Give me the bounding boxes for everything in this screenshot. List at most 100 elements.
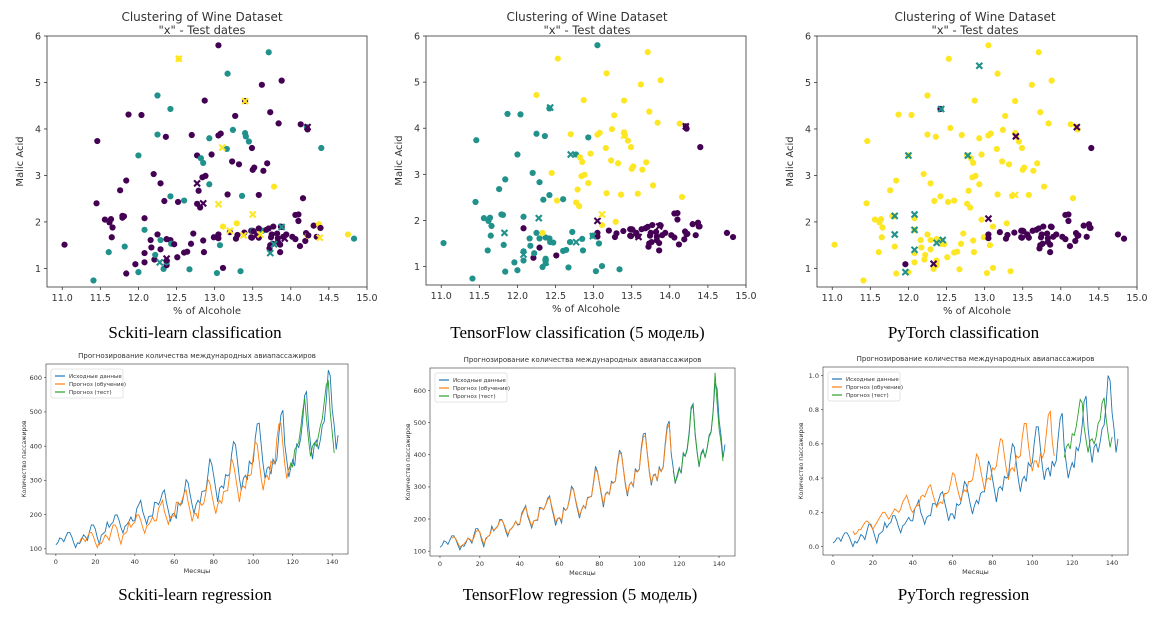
- caption-sk-regression: Sckiti-learn regression: [118, 585, 272, 604]
- data-point: [502, 268, 509, 275]
- data-point: [504, 110, 511, 118]
- data-point: [213, 269, 221, 277]
- data-point: [877, 216, 885, 223]
- data-point: [533, 91, 540, 99]
- x-tick-label: 15.0: [356, 293, 377, 304]
- data-point: [546, 191, 553, 199]
- data-point: [245, 138, 253, 145]
- chart-title: Clustering of Wine Dataset: [894, 10, 1055, 24]
- data-point: [947, 124, 954, 132]
- data-point: [1018, 234, 1026, 241]
- data-point: [238, 192, 246, 199]
- data-point: [526, 235, 533, 242]
- y-axis-label: Malic Acid: [15, 136, 26, 186]
- test-point: [890, 230, 899, 239]
- data-point: [620, 227, 627, 235]
- y-tick-label: 0.8: [809, 406, 819, 414]
- data-point: [151, 256, 158, 263]
- test-point: [546, 103, 554, 112]
- data-point: [105, 249, 112, 256]
- data-point: [297, 121, 304, 128]
- x-tick-label: 60: [170, 558, 178, 566]
- data-point: [944, 198, 952, 206]
- data-point: [273, 230, 281, 237]
- data-point: [648, 239, 655, 246]
- data-point: [1062, 236, 1069, 243]
- data-point: [157, 180, 164, 187]
- data-point: [681, 236, 688, 243]
- data-point: [878, 234, 885, 241]
- data-point: [696, 223, 703, 230]
- data-point: [976, 135, 983, 142]
- x-tick-label: 60: [555, 560, 563, 568]
- data-point: [1120, 235, 1128, 242]
- sk-regression-chart: Прогнозирование количества международных…: [21, 352, 349, 575]
- data-point: [302, 237, 309, 245]
- x-tick-label: 13.5: [621, 291, 642, 302]
- data-point: [994, 70, 1001, 77]
- y-tick-label: 5: [35, 78, 41, 89]
- data-point: [473, 137, 480, 144]
- data-point: [891, 243, 898, 250]
- data-point: [502, 176, 509, 183]
- y-tick-label: 6: [805, 32, 811, 43]
- data-point: [1045, 120, 1052, 127]
- test-point: [218, 143, 226, 152]
- y-tick-label: 400: [414, 451, 426, 459]
- data-point: [978, 216, 985, 223]
- tf-regression-panel: Прогнозирование количества международных…: [400, 355, 745, 577]
- sk-classification-panel: Clustering of Wine Dataset "x" - Test dat…: [0, 0, 385, 317]
- test-point: [316, 233, 324, 242]
- data-point: [921, 256, 928, 263]
- data-point: [135, 269, 142, 276]
- test-point: [910, 246, 919, 254]
- y-tick-label: 0.0: [809, 543, 819, 551]
- data-point: [895, 111, 902, 118]
- data-point: [567, 131, 574, 138]
- x-tick-label: 0: [54, 558, 58, 566]
- test-point: [541, 258, 550, 267]
- test-point: [682, 122, 690, 131]
- data-point: [536, 179, 543, 186]
- data-point: [1030, 167, 1037, 174]
- chart-title: Clustering of Wine Dataset: [506, 10, 667, 24]
- data-point: [200, 249, 208, 256]
- data-point: [162, 133, 169, 140]
- data-point: [678, 193, 686, 201]
- test-point: [256, 230, 265, 239]
- test-point: [938, 236, 947, 244]
- data-point: [195, 187, 202, 194]
- x-tick-label: 12.5: [166, 293, 187, 304]
- data-point: [592, 268, 600, 275]
- test-point: [1073, 123, 1081, 131]
- data-point: [154, 231, 161, 238]
- data-point: [1047, 241, 1054, 248]
- x-tick-label: 13.5: [242, 293, 263, 304]
- test-point: [890, 212, 899, 220]
- test-point: [535, 214, 543, 222]
- data-point: [595, 240, 603, 247]
- data-point: [994, 191, 1001, 198]
- data-point: [540, 196, 547, 203]
- tf-regression-chart: Прогнозирование количества международных…: [405, 356, 736, 577]
- data-point: [1034, 160, 1041, 167]
- data-point: [831, 241, 838, 248]
- y-tick-label: 3: [35, 171, 41, 182]
- data-point: [614, 160, 622, 167]
- series-line-train: [852, 409, 1055, 536]
- data-point: [970, 237, 977, 244]
- data-point: [171, 241, 178, 248]
- data-point: [232, 112, 239, 120]
- data-point: [167, 105, 174, 113]
- data-point: [181, 197, 188, 204]
- data-point: [937, 193, 944, 200]
- data-point: [1028, 81, 1035, 88]
- x-tick-label: 100: [1026, 559, 1038, 567]
- data-point: [1040, 183, 1048, 190]
- data-point: [580, 96, 587, 104]
- data-point: [121, 243, 128, 250]
- data-point: [255, 225, 262, 232]
- data-point: [219, 264, 227, 272]
- data-point: [157, 236, 164, 244]
- data-point: [469, 275, 476, 282]
